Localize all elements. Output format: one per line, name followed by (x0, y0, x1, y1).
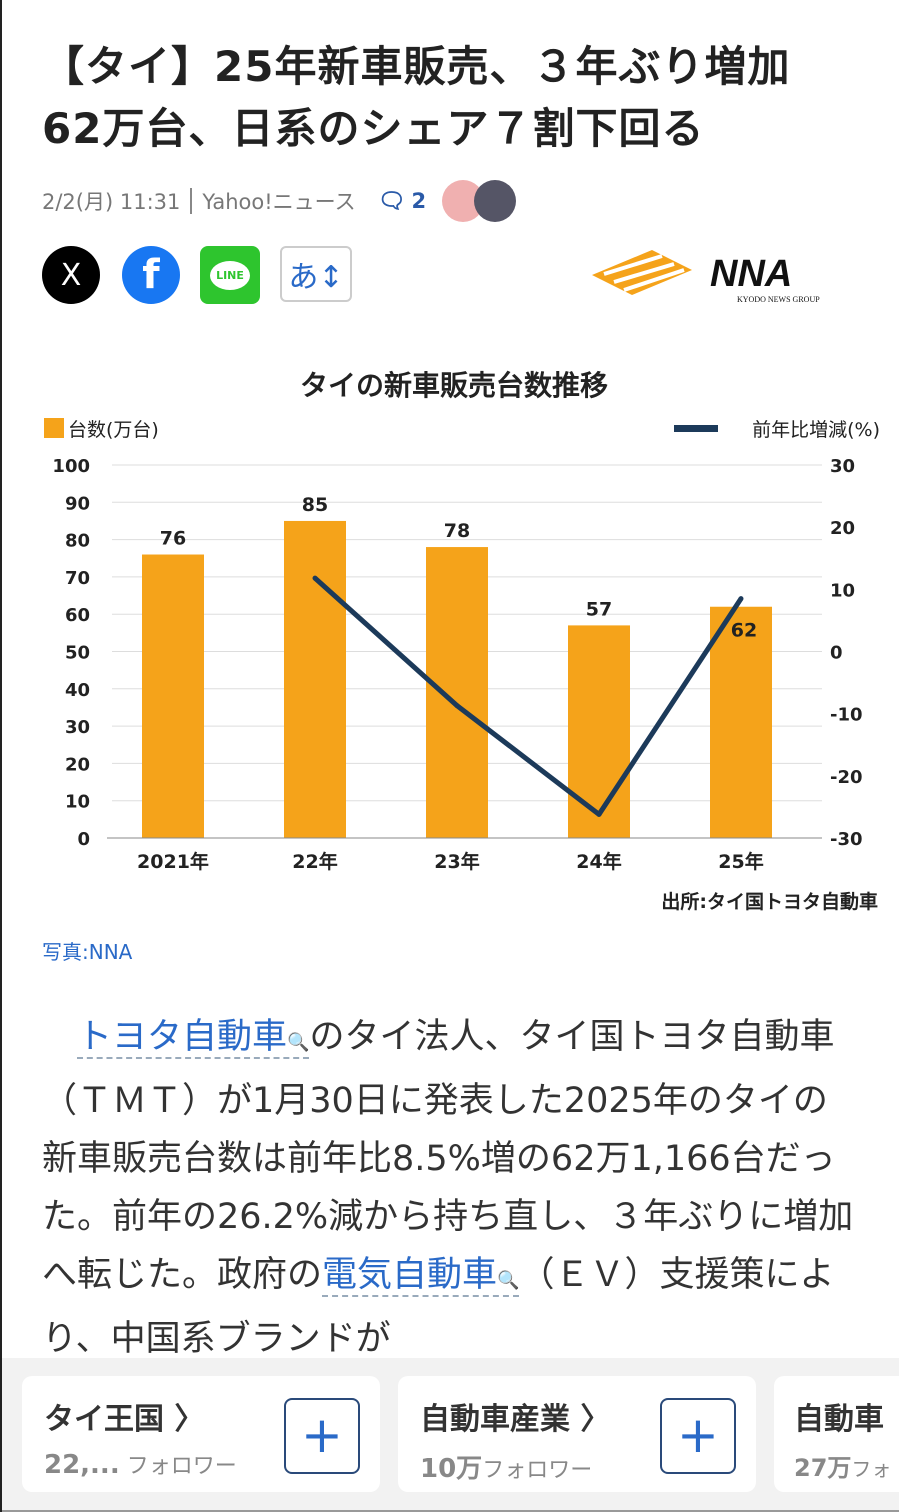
x-tick-label: 25年 (718, 850, 763, 873)
comment-icon: 🗨 (377, 188, 406, 214)
article-meta: 2/2(月) 11:31 Yahoo!ニュース 🗨 2 (42, 180, 517, 222)
bar (568, 625, 630, 838)
x-tick-label: 23年 (434, 850, 479, 873)
left-tick-label: 20 (65, 754, 90, 775)
left-tick-label: 50 (65, 643, 90, 664)
font-size-icon: あ↕ (288, 260, 344, 295)
line-icon: LINE (210, 260, 250, 290)
avatar (474, 180, 517, 222)
yoy-point (596, 811, 602, 817)
bar-data-label: 78 (444, 520, 470, 542)
topic-link[interactable]: 電気自動車🔍 (322, 1255, 520, 1297)
comments-link[interactable]: 🗨 2 (378, 189, 427, 214)
font-size-button[interactable]: あ↕ (280, 246, 352, 302)
right-tick-label: -20 (830, 767, 863, 788)
follower-label: フォロワー (482, 1458, 593, 1483)
topic-link-text: トヨタ自動車 (77, 1017, 288, 1057)
left-tick-label: 60 (65, 605, 90, 626)
topic-name[interactable]: 自動車産業 〉 (420, 1402, 611, 1437)
follower-count: 10万 (420, 1454, 483, 1484)
follower-label: フォ (851, 1457, 892, 1481)
bar (426, 547, 488, 838)
share-facebook-button[interactable]: f (122, 246, 180, 304)
yoy-point (738, 596, 744, 602)
divider (190, 188, 193, 214)
right-tick-label: 10 (830, 580, 855, 601)
body-text: のタイ法人、タイ国トヨタ自動車（ＴＭＴ）が1月30日に発表した2025年のタイの… (42, 1017, 854, 1295)
bar (142, 554, 204, 838)
right-tick-label: 20 (830, 518, 855, 539)
legend-bar-swatch (44, 418, 64, 438)
right-tick-label: -30 (830, 829, 863, 850)
x-tick-label: 22年 (292, 850, 337, 873)
right-tick-label: -10 (830, 705, 863, 726)
share-x-button[interactable]: X (42, 246, 100, 304)
x-icon: X (60, 257, 82, 293)
legend-line-label: 前年比増減(%) (752, 419, 880, 441)
date: 2/2(月) 11:31 (42, 190, 181, 214)
body-text: （ＥＶ）支援策により、中国系ブランドが (42, 1255, 835, 1359)
facebook-icon: f (142, 252, 160, 298)
legend-bar-label: 台数(万台) (68, 419, 159, 441)
chart-title: タイの新車販売台数推移 (300, 369, 608, 402)
sales-chart: タイの新車販売台数推移 台数(万台) 前年比増減(%) 0 10 20 30 40 50 6… (44, 369, 880, 913)
yoy-point (454, 703, 460, 709)
follow-button[interactable]: + (284, 1398, 360, 1474)
left-tick-label: 10 (65, 792, 90, 813)
follower-count: 22,... (44, 1450, 120, 1480)
follower-label: フォロワー (126, 1454, 237, 1479)
follow-button[interactable]: + (660, 1398, 736, 1474)
topic-link[interactable]: トヨタ自動車🔍 (77, 1017, 310, 1059)
topic-card[interactable]: タイ王国 〉 22,... フォロワー + (22, 1376, 380, 1492)
legend-line-swatch (674, 425, 718, 432)
left-tick-label: 100 (52, 456, 90, 477)
topic-card[interactable]: 自動車 27万フォ (774, 1376, 899, 1492)
search-icon: 🔍 (497, 1270, 520, 1291)
article-body: トヨタ自動車🔍のタイ法人、タイ国トヨタ自動車（ＴＭＴ）が1月30日に発表した20… (42, 1008, 862, 1368)
yoy-point (312, 575, 318, 581)
left-tick-label: 80 (65, 531, 90, 552)
topic-card[interactable]: 自動車産業 〉 10万フォロワー + (398, 1376, 756, 1492)
yoy-line (313, 576, 744, 817)
left-tick-label: 0 (77, 829, 90, 850)
bar-data-label: 57 (586, 598, 612, 620)
nna-logo: NNA KYODO NEWS GROUP (592, 250, 820, 304)
left-tick-label: 70 (65, 568, 90, 589)
share-line-button[interactable]: LINE (200, 246, 260, 304)
article-title: 【タイ】25年新車販売、３年ぶり増加 62万台、日系のシェア７割下回る (42, 42, 834, 153)
search-icon: 🔍 (287, 1032, 310, 1053)
follower-count: 27万 (794, 1454, 852, 1482)
topic-name[interactable]: 自動車 (794, 1402, 884, 1437)
bar-data-label: 76 (160, 528, 186, 550)
x-tick-label: 2021年 (137, 850, 209, 873)
body-text (42, 1017, 77, 1057)
right-tick-label: 30 (830, 456, 855, 477)
topic-name[interactable]: タイ王国 〉 (44, 1402, 205, 1437)
bar (284, 520, 346, 838)
source[interactable]: Yahoo!ニュース (202, 190, 356, 214)
photo-credit: 写真:NNA (42, 940, 133, 964)
bar (710, 606, 772, 838)
topic-link-text: 電気自動車 (322, 1255, 498, 1295)
svg-text:NNA: NNA (710, 253, 792, 295)
topic-follow-bar: タイ王国 〉 22,... フォロワー + 自動車産業 〉 10万フォロワー +… (2, 1358, 899, 1512)
x-tick-label: 24年 (576, 850, 621, 873)
left-tick-label: 90 (65, 493, 90, 514)
bar-data-label: 85 (302, 494, 328, 516)
svg-text:KYODO NEWS GROUP: KYODO NEWS GROUP (737, 295, 820, 304)
chart-source: 出所:タイ国トヨタ自動車 (661, 890, 878, 913)
bar-data-label: 62 (731, 620, 757, 642)
right-tick-label: 0 (830, 643, 843, 664)
left-tick-label: 40 (65, 680, 90, 701)
left-tick-label: 30 (65, 717, 90, 738)
comment-count: 2 (411, 189, 427, 213)
